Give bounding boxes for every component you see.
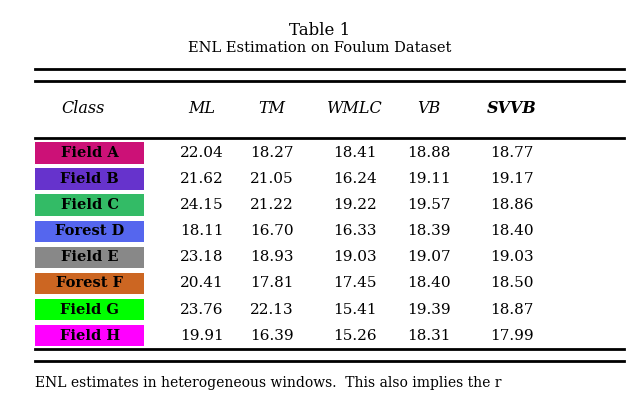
Text: 20.41: 20.41 [180,277,223,290]
Text: Field A: Field A [61,146,118,160]
Text: Forest D: Forest D [55,224,124,238]
Text: 19.03: 19.03 [490,250,534,264]
Text: Forest F: Forest F [56,277,123,290]
Text: 18.39: 18.39 [407,224,451,238]
Bar [35,195,144,216]
Text: ENL Estimation on Foulum Dataset: ENL Estimation on Foulum Dataset [188,41,452,56]
Text: TM: TM [259,100,285,117]
Text: ENL estimates in heterogeneous windows.  This also implies the r: ENL estimates in heterogeneous windows. … [35,376,502,390]
Text: 18.40: 18.40 [490,224,534,238]
Text: WMLC: WMLC [327,100,383,117]
Text: ML: ML [188,100,215,117]
Text: SVVB: SVVB [487,100,537,117]
Bar [35,168,144,190]
Text: Class: Class [61,100,105,117]
Text: 19.03: 19.03 [333,250,377,264]
Text: Field H: Field H [60,329,120,343]
Bar [35,247,144,268]
Text: 24.15: 24.15 [180,198,223,212]
Text: 18.11: 18.11 [180,224,223,238]
Bar [35,299,144,320]
Text: 18.86: 18.86 [490,198,534,212]
Text: 19.07: 19.07 [407,250,451,264]
Text: 18.41: 18.41 [333,146,377,160]
Text: Field C: Field C [61,198,118,212]
Text: 16.33: 16.33 [333,224,377,238]
Text: Field E: Field E [61,250,118,264]
Text: 19.57: 19.57 [407,198,451,212]
Text: Table 1: Table 1 [289,22,351,39]
Text: 21.62: 21.62 [180,172,223,186]
Text: 18.27: 18.27 [250,146,294,160]
Text: 22.13: 22.13 [250,303,294,316]
Text: 23.76: 23.76 [180,303,223,316]
Text: 18.88: 18.88 [407,146,451,160]
Text: 21.05: 21.05 [250,172,294,186]
Text: 17.45: 17.45 [333,277,377,290]
Text: 19.17: 19.17 [490,172,534,186]
Text: VB: VB [417,100,440,117]
Text: Field G: Field G [60,303,119,316]
Text: Field B: Field B [60,172,119,186]
Text: 18.87: 18.87 [490,303,534,316]
Text: 19.91: 19.91 [180,329,223,343]
Text: 18.50: 18.50 [490,277,534,290]
Text: 22.04: 22.04 [180,146,223,160]
Text: 21.22: 21.22 [250,198,294,212]
Text: 18.93: 18.93 [250,250,294,264]
Text: 15.41: 15.41 [333,303,377,316]
Text: 18.77: 18.77 [490,146,534,160]
Text: 16.24: 16.24 [333,172,377,186]
Text: 15.26: 15.26 [333,329,377,343]
Text: 23.18: 23.18 [180,250,223,264]
Bar [35,142,144,164]
Text: 19.11: 19.11 [407,172,451,186]
Text: 16.39: 16.39 [250,329,294,343]
Bar [35,325,144,346]
Text: 16.70: 16.70 [250,224,294,238]
Text: 17.99: 17.99 [490,329,534,343]
Text: 18.40: 18.40 [407,277,451,290]
Bar [35,221,144,242]
Text: 17.81: 17.81 [250,277,294,290]
Text: 19.22: 19.22 [333,198,377,212]
Text: 19.39: 19.39 [407,303,451,316]
Text: 18.31: 18.31 [407,329,451,343]
Bar [35,273,144,294]
